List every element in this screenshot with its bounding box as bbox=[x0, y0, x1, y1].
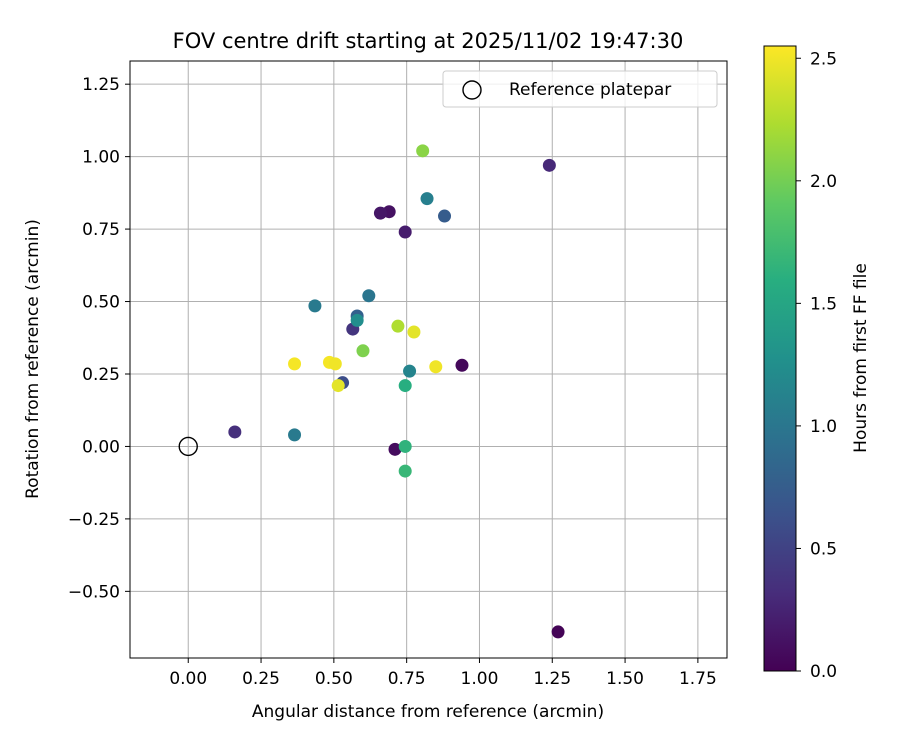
colorbar-label: Hours from first FF file bbox=[851, 263, 871, 453]
scatter-point bbox=[328, 357, 342, 371]
legend-marker-icon bbox=[462, 80, 482, 100]
scatter-point bbox=[429, 360, 443, 374]
colorbar-tick-label: 2.5 bbox=[810, 49, 837, 69]
x-tick-label: 0.00 bbox=[169, 669, 207, 689]
y-tick-label: 1.25 bbox=[82, 75, 120, 95]
scatter-point bbox=[542, 158, 556, 172]
y-axis-label: Rotation from reference (arcmin) bbox=[23, 219, 43, 499]
colorbar-gradient bbox=[763, 45, 797, 672]
scatter-point bbox=[455, 358, 469, 372]
scatter-point bbox=[373, 206, 387, 220]
scatter-point bbox=[308, 299, 322, 313]
colorbar-tick-label: 2.0 bbox=[810, 172, 837, 192]
y-tick-label: 0.00 bbox=[82, 437, 120, 457]
scatter-point bbox=[420, 192, 434, 206]
y-tick-label: 0.50 bbox=[82, 293, 120, 313]
colorbar-tick-label: 0.5 bbox=[810, 539, 837, 559]
plot-frame bbox=[129, 60, 728, 659]
colorbar: 0.0 0.5 1.0 1.5 2.0 2.5 Hours from first FF f… bbox=[763, 45, 871, 682]
scatter-points bbox=[228, 144, 565, 639]
scatter-point bbox=[288, 357, 302, 371]
scatter-point bbox=[398, 225, 412, 239]
x-tick-label: 0.50 bbox=[315, 669, 353, 689]
scatter-point bbox=[362, 289, 376, 303]
scatter-point bbox=[398, 379, 412, 393]
colorbar-ticks: 0.0 0.5 1.0 1.5 2.0 2.5 bbox=[796, 49, 837, 682]
scatter-point bbox=[228, 425, 242, 439]
x-tick-label: 1.00 bbox=[461, 669, 499, 689]
y-tick-label: 0.25 bbox=[82, 365, 120, 385]
scatter-point bbox=[403, 364, 417, 378]
colorbar-tick-label: 1.5 bbox=[810, 294, 837, 314]
scatter-point bbox=[416, 144, 430, 158]
chart-title: FOV centre drift starting at 2025/11/02 … bbox=[173, 29, 684, 53]
x-tick-label: 0.75 bbox=[388, 669, 426, 689]
legend: Reference platepar bbox=[442, 70, 718, 108]
legend-box bbox=[442, 70, 718, 108]
x-tick-label: 1.75 bbox=[679, 669, 717, 689]
legend-label: Reference platepar bbox=[509, 80, 671, 100]
y-tick-label: 1.00 bbox=[82, 148, 120, 168]
y-tick-label: 0.75 bbox=[82, 220, 120, 240]
scatter-point bbox=[356, 344, 370, 358]
y-tick-label: −0.25 bbox=[68, 510, 120, 530]
scatter-point bbox=[398, 439, 412, 453]
y-axis-ticks: −0.50 −0.25 0.00 0.25 0.50 0.75 1.00 1.25 bbox=[68, 75, 130, 602]
scatter-point bbox=[438, 209, 452, 223]
scatter-point bbox=[391, 319, 405, 333]
reference-platepar-marker bbox=[178, 436, 198, 457]
scatter-point bbox=[288, 428, 302, 442]
scatter-point bbox=[551, 625, 565, 639]
x-axis-label: Angular distance from reference (arcmin) bbox=[252, 702, 604, 722]
x-axis-ticks: 0.00 0.25 0.50 0.75 1.00 1.25 1.50 1.75 bbox=[169, 658, 717, 689]
colorbar-tick-label: 1.0 bbox=[810, 417, 837, 437]
x-tick-label: 0.25 bbox=[242, 669, 280, 689]
colorbar-tick-label: 0.0 bbox=[810, 662, 837, 682]
scatter-point bbox=[407, 325, 421, 339]
scatter-point bbox=[331, 379, 345, 393]
scatter-point bbox=[350, 313, 364, 327]
y-tick-label: −0.50 bbox=[68, 582, 120, 602]
scatter-point bbox=[388, 442, 402, 456]
scatter-point bbox=[398, 464, 412, 478]
x-tick-label: 1.50 bbox=[606, 669, 644, 689]
x-tick-label: 1.25 bbox=[533, 669, 571, 689]
